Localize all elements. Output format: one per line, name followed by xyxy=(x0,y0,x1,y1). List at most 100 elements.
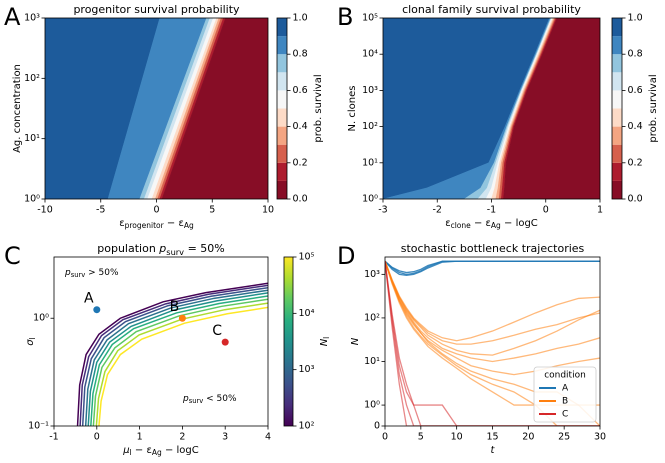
plot-area xyxy=(76,282,268,426)
x-tick-label: 0 xyxy=(382,432,388,443)
panel-label: A xyxy=(4,3,21,31)
point-label: C xyxy=(212,323,222,339)
chart-title: stochastic bottleneck trajectories xyxy=(401,242,585,255)
contour-line xyxy=(464,18,551,199)
x-tick-label: 30 xyxy=(594,432,606,443)
trajectory xyxy=(385,261,600,426)
legend-title: condition xyxy=(544,371,586,381)
contour-line xyxy=(491,18,554,199)
colorbar-band xyxy=(612,162,622,181)
chart-title: progenitor survival probability xyxy=(73,3,240,16)
y-tick-label: 10⁻¹ xyxy=(28,421,49,432)
colorbar-tick-label: 10³ xyxy=(299,364,315,375)
panel-label: B xyxy=(337,3,353,31)
contour-line xyxy=(76,282,268,426)
colorbar-tick-label: 10⁵ xyxy=(299,252,315,263)
contour-line xyxy=(477,18,552,199)
colorbar-band xyxy=(612,72,622,91)
panel-label: C xyxy=(4,242,21,270)
text-part: N xyxy=(319,338,330,346)
legend-box xyxy=(533,366,597,423)
text-part: l xyxy=(28,337,37,339)
text-part: ε xyxy=(119,218,124,229)
y-tick-label: 10⁰ xyxy=(364,400,380,411)
x-axis-label: t xyxy=(491,445,496,456)
colorbar-tick-label: 10⁴ xyxy=(299,308,315,319)
colorbar-band xyxy=(277,180,287,199)
x-tick-label: 4 xyxy=(265,432,271,443)
contour-band xyxy=(162,18,268,199)
colorbar-tick-label: 0.2 xyxy=(293,157,308,168)
colorbar-frame xyxy=(276,17,288,200)
contour-band xyxy=(159,18,226,199)
plot-area xyxy=(383,18,600,199)
contour-line xyxy=(79,284,268,426)
text-part: Ag xyxy=(152,448,162,457)
trajectory xyxy=(385,260,600,276)
x-tick-label: 15 xyxy=(486,432,498,443)
annotation: psurv < 50% xyxy=(182,394,237,406)
colorbar-band xyxy=(277,126,287,145)
text-part: l xyxy=(322,337,331,339)
point xyxy=(93,306,101,314)
y-tick-label: 10² xyxy=(24,73,40,84)
contour-line xyxy=(159,18,224,199)
colorbar-band xyxy=(612,144,622,163)
x-tick-label: -1 xyxy=(49,432,58,443)
colorbar-band xyxy=(612,126,622,145)
contour-band xyxy=(155,18,222,199)
contour-line xyxy=(90,295,268,426)
x-tick-label: 20 xyxy=(522,432,534,443)
x-tick-label: 25 xyxy=(558,432,570,443)
colorbar-band xyxy=(277,18,287,37)
colorbar-tick-label: 1.0 xyxy=(293,13,308,24)
annotation: psurv > 50% xyxy=(64,268,119,280)
colorbar-band xyxy=(277,108,287,127)
text-part: μ xyxy=(122,445,129,456)
x-axis-label: εclone − εAg − logC xyxy=(445,218,538,230)
plot-area xyxy=(45,18,268,199)
text-part: p xyxy=(182,394,189,404)
y-tick-label: 10⁰ xyxy=(362,194,378,205)
trajectory xyxy=(385,261,600,426)
y-tick-label: 10³ xyxy=(362,85,378,96)
contour-line xyxy=(495,18,555,199)
text-part: surv xyxy=(71,271,86,279)
colorbar-band xyxy=(612,54,622,73)
x-tick-label: 0 xyxy=(543,205,549,216)
trajectory xyxy=(385,261,600,426)
x-tick-label: 1 xyxy=(597,205,603,216)
trajectory xyxy=(385,261,600,376)
y-axis-label: σl xyxy=(25,337,37,345)
text-part: σ xyxy=(25,339,36,346)
y-tick-label: 10¹ xyxy=(364,356,380,367)
colorbar-frame xyxy=(611,17,623,200)
x-tick-label: -10 xyxy=(37,205,53,216)
contour-line xyxy=(147,18,214,199)
colorbar-label: prob. survival xyxy=(313,74,324,142)
contour-line xyxy=(81,286,268,426)
colorbar-tick-label: 0.4 xyxy=(628,121,643,132)
colorbar-band xyxy=(277,90,287,109)
point xyxy=(178,314,186,322)
trajectory xyxy=(385,260,600,274)
contour-band xyxy=(152,18,219,199)
colorbar-tick-label: 0.2 xyxy=(628,157,643,168)
text-part: surv xyxy=(166,247,184,257)
x-tick-label: 1 xyxy=(137,432,143,443)
contour-band xyxy=(108,18,207,199)
contour-line xyxy=(151,18,217,199)
text-part: − ε xyxy=(164,218,184,229)
y-tick-label: 10³ xyxy=(364,269,380,280)
x-tick-label: -2 xyxy=(433,205,442,216)
chart-title: population psurv = 50% xyxy=(97,242,225,257)
text-part: > 50% xyxy=(85,268,119,278)
colorbar-tick-label: 0.0 xyxy=(628,194,643,205)
text-part: ε xyxy=(445,218,450,229)
contour-band xyxy=(383,18,550,199)
contour-band xyxy=(491,18,554,199)
y-tick-label: 10² xyxy=(364,312,380,323)
y-tick-label: 10⁰ xyxy=(33,313,49,324)
